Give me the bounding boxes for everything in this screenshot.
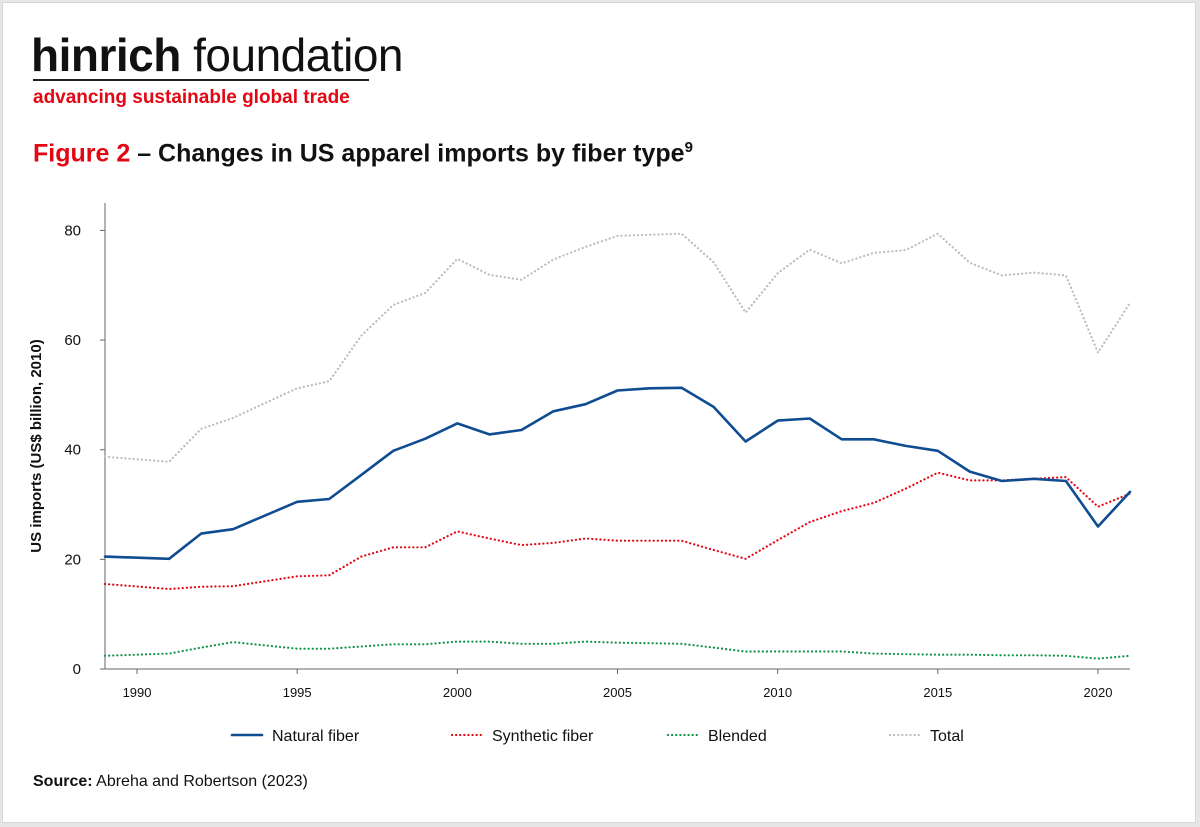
x-tick-label: 1990 [123,685,152,700]
series-line-total [103,232,1132,463]
figure-title-text: Changes in US apparel imports by fiber t… [158,139,685,168]
source-label: Source: [33,773,93,790]
series-line-synthetic-fiber [103,471,1132,591]
chart-axes: 0 20 40 60 80 1990 1995 2000 2005 2010 2015 2020 [64,203,1130,700]
x-tick-label: 1995 [283,685,312,700]
x-tick-label: 2010 [763,685,792,700]
y-tick-label: 80 [64,222,81,239]
source-note: Source: Abreha and Robertson (2023) [33,773,308,791]
legend-label-synthetic-fiber: Synthetic fiber [492,728,594,745]
x-tick-label: 2000 [443,685,472,700]
figure-label: Figure 2 [33,139,131,168]
chart-series [103,232,1132,660]
brand-tagline: advancing sustainable global trade [33,87,350,108]
x-tick-label: 2020 [1084,685,1113,700]
legend-label-natural-fiber: Natural fiber [272,728,360,745]
x-tick-label: 2015 [923,685,952,700]
y-tick-label: 40 [64,442,81,459]
source-text: Abreha and Robertson (2023) [96,773,308,790]
legend-label-blended: Blended [708,728,767,745]
x-tick-label: 2005 [603,685,632,700]
y-tick-label: 60 [64,332,81,349]
y-tick-label: 0 [73,661,81,678]
series-line-blended [103,640,1132,660]
brand-name-bold: hinrich [31,29,181,81]
brand-logo: hinrich foundation [31,29,403,81]
figure-footnote-marker: 9 [684,139,693,156]
y-axis-label: US imports (US$ billion, 2010) [28,339,45,552]
brand-name-light: foundation [193,29,403,81]
brand-rule [33,79,369,81]
figure-title: Figure 2 – Changes in US apparel imports… [33,139,693,168]
series-line-natural-fiber [103,386,1132,561]
chart-legend: Natural fiber Synthetic fiber Blended Total [230,728,964,745]
legend-label-total: Total [930,728,964,745]
y-axis-label-group: US imports (US$ billion, 2010) [28,339,45,552]
y-tick-label: 20 [64,551,81,568]
